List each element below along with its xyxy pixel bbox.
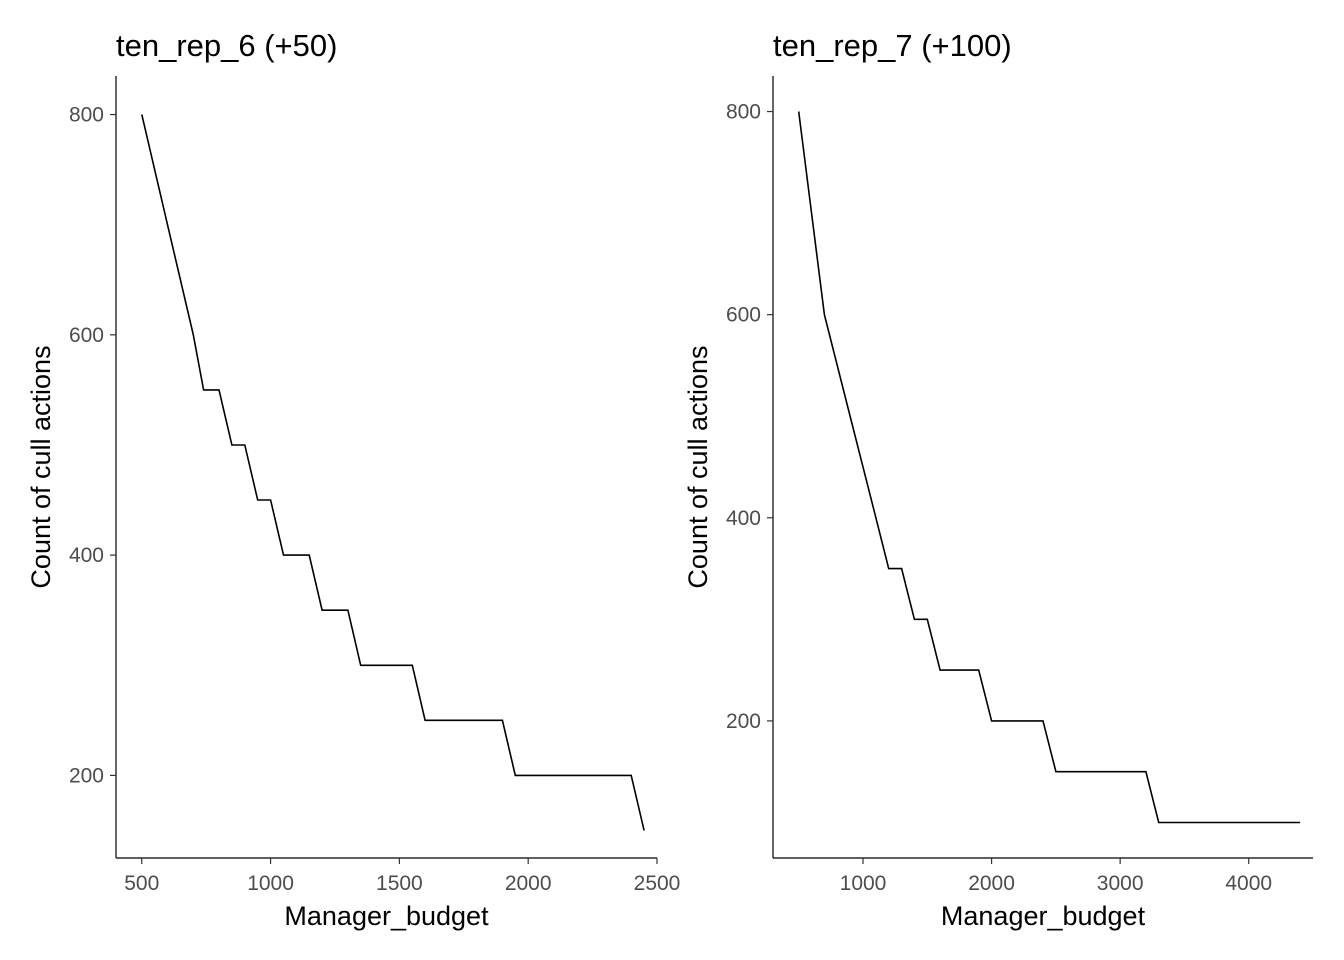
y-tick-label: 600: [69, 324, 104, 347]
chart-title: ten_rep_7 (+100): [773, 28, 1012, 63]
x-tick-label: 500: [124, 872, 159, 895]
chart-title: ten_rep_6 (+50): [116, 28, 337, 63]
x-axis-title: Manager_budget: [284, 901, 489, 931]
y-tick-label: 200: [69, 764, 104, 787]
x-tick-label: 2000: [968, 872, 1015, 895]
y-tick-label: 400: [69, 544, 104, 567]
y-tick-label: 800: [69, 104, 104, 127]
x-tick-label: 3000: [1097, 872, 1144, 895]
x-tick-label: 2500: [634, 872, 681, 895]
y-tick-label: 400: [726, 507, 761, 530]
x-tick-label: 4000: [1225, 872, 1272, 895]
y-axis-title: Count of cull actions: [26, 345, 56, 588]
x-tick-label: 1000: [247, 872, 294, 895]
y-tick-label: 800: [726, 101, 761, 124]
y-tick-label: 200: [726, 710, 761, 733]
x-tick-label: 1500: [376, 872, 423, 895]
x-tick-label: 2000: [505, 872, 552, 895]
y-axis-title: Count of cull actions: [683, 345, 713, 588]
chart-panel-2: ten_rep_7 (+100) 200 400 600 800 1000 2000 3000…: [683, 28, 1313, 931]
series-line-1: [141, 114, 645, 831]
series-line-1: [797, 111, 1301, 824]
x-axis-title: Manager_budget: [941, 901, 1146, 931]
x-tick-label: 1000: [840, 872, 887, 895]
chart-panel-1: ten_rep_6 (+50) 200 400 600 800 500 1000 1500 20…: [26, 28, 680, 931]
y-tick-label: 600: [726, 304, 761, 327]
